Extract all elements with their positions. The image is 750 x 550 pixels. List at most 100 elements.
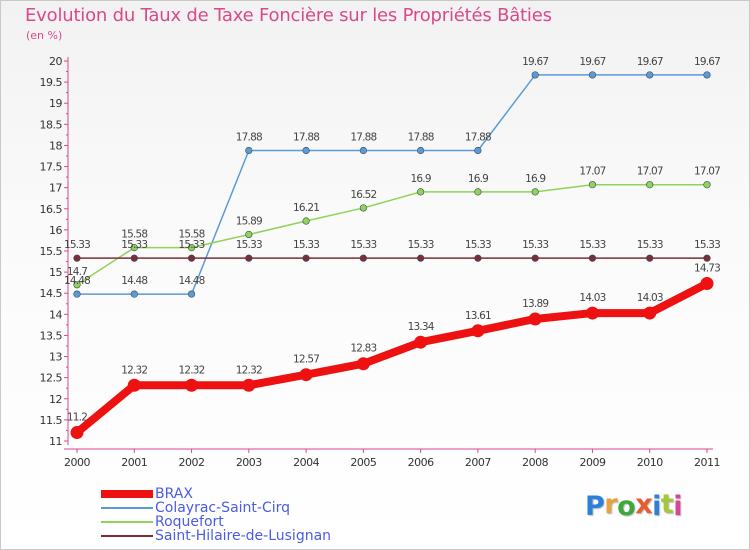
data-label: 14.73: [694, 263, 720, 275]
data-point: [185, 378, 199, 392]
series-line-0: [73, 279, 711, 437]
data-label: 17.88: [350, 132, 376, 144]
data-label: 17.88: [236, 132, 262, 144]
data-point: [531, 71, 539, 79]
data-label: 16.9: [525, 173, 545, 185]
data-point: [245, 230, 253, 239]
x-tick-label: 2008: [522, 456, 548, 469]
y-tick-label: 11.5: [40, 414, 63, 427]
legend-label: Colayrac-Saint-Cirq: [155, 500, 291, 516]
logo-letter: i: [652, 491, 661, 522]
proxiti-logo: Proxiti: [585, 489, 683, 522]
data-point: [531, 254, 539, 262]
y-tick-label: 15.5: [40, 245, 63, 258]
y-tick-label: 14.5: [40, 287, 63, 300]
data-point: [130, 254, 138, 262]
value-labels: 14.48 14.48 14.48 17.88 17.88 17.88 17.88 17.88…: [64, 56, 721, 424]
data-label: 12.32: [236, 364, 262, 376]
series-line-1: [76, 74, 708, 295]
legend-swatch: [101, 490, 153, 498]
data-label: 15.33: [579, 239, 605, 251]
data-point: [646, 181, 654, 189]
data-point: [474, 254, 482, 262]
data-point: [474, 146, 482, 155]
data-label: 15.33: [293, 239, 319, 251]
data-point: [187, 244, 196, 252]
data-label: 15.33: [121, 239, 147, 251]
data-label: 15.33: [350, 239, 376, 251]
x-tick-label: 2007: [465, 456, 491, 469]
legend-label: Roquefort: [155, 514, 224, 530]
data-point: [703, 254, 711, 262]
y-tick-label: 16.5: [40, 203, 63, 216]
data-label: 12.32: [121, 364, 147, 376]
data-point: [417, 254, 425, 262]
data-point: [414, 335, 428, 349]
data-point: [359, 204, 367, 212]
x-tick-label: 2003: [236, 456, 262, 469]
y-tick-label: 17.5: [40, 161, 63, 174]
data-point: [359, 254, 367, 262]
data-point: [242, 378, 256, 392]
data-label: 19.67: [694, 56, 720, 68]
x-tick-label: 2009: [579, 456, 605, 469]
data-label: 17.88: [408, 132, 434, 144]
data-label: 19.67: [522, 56, 548, 68]
data-label: 14.03: [579, 292, 605, 304]
data-point: [73, 254, 81, 262]
legend-label: Saint-Hilaire-de-Lusignan: [155, 528, 332, 544]
logo-letter: i: [673, 491, 683, 522]
x-tick-label: 2004: [293, 456, 319, 469]
y-tick-label: 16: [49, 224, 62, 237]
data-label: 12.83: [350, 343, 376, 355]
data-label: 14.7: [67, 266, 87, 278]
data-point: [703, 71, 711, 79]
data-label: 15.33: [694, 239, 720, 251]
data-point: [73, 290, 81, 298]
y-tick-label: 18.5: [40, 118, 63, 131]
data-point: [588, 181, 597, 189]
data-label: 13.89: [522, 298, 548, 310]
data-label: 15.33: [64, 239, 90, 251]
legend-label: BRAX: [155, 486, 193, 502]
x-tick-label: 2002: [179, 456, 205, 469]
y-tick-label: 17: [49, 182, 62, 195]
data-label: 16.9: [411, 173, 431, 185]
data-point: [474, 188, 482, 196]
data-point: [646, 71, 654, 79]
data-label: 14.48: [179, 275, 205, 287]
series-lines: [73, 74, 711, 437]
logo-letter: o: [617, 491, 636, 522]
data-label: 14.48: [64, 275, 90, 287]
data-label: 14.48: [121, 275, 147, 287]
logo-letter: x: [635, 489, 653, 520]
logo-letter: r: [604, 489, 618, 520]
data-label: 15.33: [637, 239, 663, 251]
y-tick-label: 19.5: [40, 76, 63, 89]
data-point: [417, 146, 425, 155]
data-point: [187, 290, 196, 298]
data-point: [646, 254, 654, 262]
data-label: 17.88: [465, 132, 491, 144]
y-tick-label: 14: [49, 308, 62, 321]
data-point: [643, 306, 657, 320]
data-label: 13.61: [465, 310, 491, 322]
axes: 11 11.5 12 12.5 13 13.5 14 14.5 15 15.5 16 16.5 17 17…: [40, 55, 721, 469]
data-label: 15.33: [236, 239, 262, 251]
data-point: [703, 181, 711, 189]
data-point: [187, 254, 196, 262]
data-point: [299, 368, 313, 382]
y-tick-label: 12: [49, 393, 62, 406]
data-label: 11.2: [67, 412, 87, 424]
series-line-2: [76, 183, 708, 286]
logo-letter: P: [585, 491, 605, 522]
data-label: 19.67: [637, 56, 663, 68]
x-tick-label: 2005: [350, 456, 376, 469]
y-tick-label: 18: [49, 139, 62, 152]
data-label: 15.89: [236, 216, 262, 228]
data-point: [245, 254, 253, 262]
data-point: [302, 217, 310, 225]
y-tick-label: 15: [49, 266, 62, 279]
